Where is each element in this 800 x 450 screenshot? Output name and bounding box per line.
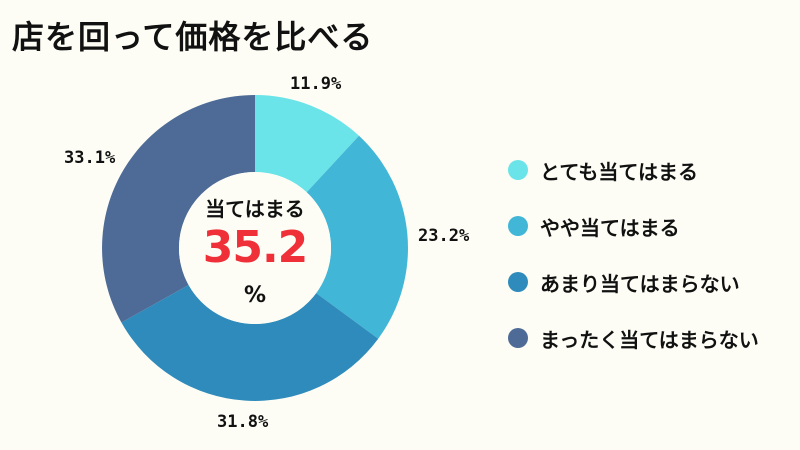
legend-dot-icon (508, 216, 528, 236)
segment-label-not-true-at-all: 33.1% (64, 148, 116, 168)
legend-label: まったく当てはまらない (540, 327, 759, 352)
segment-label-somewhat-true: 23.2% (418, 226, 470, 246)
chart-title: 店を回って価格を比べる (12, 18, 374, 56)
legend-label: あまり当てはまらない (540, 271, 740, 296)
donut-segment-very-true (255, 95, 359, 193)
legend-label: やや当てはまる (540, 215, 680, 240)
legend-item-somewhat-true: やや当てはまる (508, 213, 759, 240)
legend-item-very-true: とても当てはまる (508, 157, 759, 184)
legend: とても当てはまる やや当てはまる あまり当てはまらない まったく当てはまらない (508, 157, 759, 381)
center-unit: % (243, 283, 267, 308)
donut-segment-not-true-at-all (102, 95, 256, 323)
legend-dot-icon (508, 160, 528, 180)
legend-dot-icon (508, 328, 528, 348)
donut-hole (179, 172, 331, 324)
center-value: 35.2 (202, 222, 309, 273)
center-caption: 当てはまる (205, 197, 305, 221)
segment-label-very-true: 11.9% (290, 74, 342, 94)
legend-item-not-true-at-all: まったく当てはまらない (508, 325, 759, 352)
donut-segment-not-very-true (121, 285, 379, 401)
donut-segment-somewhat-true (306, 135, 408, 339)
legend-label: とても当てはまる (540, 159, 698, 184)
legend-dot-icon (508, 272, 528, 292)
legend-item-not-very-true: あまり当てはまらない (508, 269, 759, 296)
segment-label-not-very-true: 31.8% (217, 412, 269, 432)
